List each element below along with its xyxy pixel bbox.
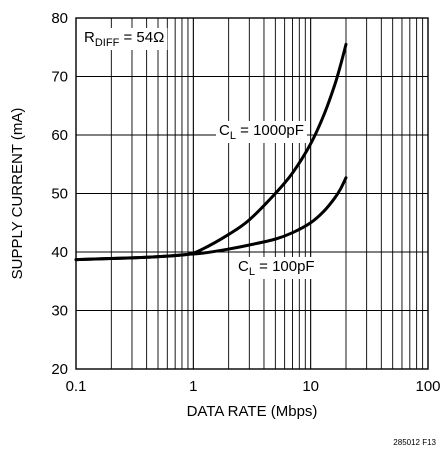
series-label-1000pF: CL = 1000pF — [219, 122, 304, 142]
y-tick-label: 80 — [51, 10, 68, 27]
condition-rest: = 54Ω — [119, 29, 164, 46]
series-label-1000pF-rest: = 1000pF — [236, 122, 304, 139]
y-tick-label: 60 — [51, 127, 68, 144]
tick-labels: 0.1 1 10 100 20 30 40 50 60 70 80 — [51, 10, 440, 395]
series-line-100pF — [74, 176, 348, 262]
grid-lines — [76, 18, 428, 369]
series-label-100pF-rest: = 100pF — [255, 258, 315, 275]
y-tick-label: 70 — [51, 69, 68, 86]
condition-main: R — [84, 29, 95, 46]
series-layer — [74, 42, 348, 262]
y-tick-label: 30 — [51, 303, 68, 320]
plot-frame — [75, 17, 429, 370]
series-label-100pF-main: C — [238, 258, 249, 275]
y-axis-title: SUPPLY CURRENT (mA) — [9, 108, 26, 280]
condition-label: RDIFF = 54Ω — [84, 29, 164, 49]
series-label-100pF-background — [235, 257, 318, 279]
y-tick-label: 50 — [51, 186, 68, 203]
series-label-100pF: CL = 100pF — [238, 258, 315, 278]
figure-id: 285012 F13 — [393, 438, 436, 447]
series-label-100pF-sub: L — [249, 266, 255, 278]
series-label-1000pF-sub: L — [230, 130, 236, 142]
condition-label-background — [81, 28, 168, 50]
y-tick-label: 40 — [51, 244, 68, 261]
series-label-1000pF-main: C — [219, 122, 230, 139]
x-tick-label: 0.1 — [66, 378, 87, 395]
x-tick-label: 1 — [189, 378, 197, 395]
x-tick-label: 100 — [415, 378, 440, 395]
x-tick-label: 10 — [302, 378, 319, 395]
series-label-1000pF-background — [216, 121, 307, 143]
y-tick-label: 20 — [51, 361, 68, 378]
x-axis-title: DATA RATE (Mbps) — [187, 403, 318, 420]
condition-sub: DIFF — [95, 37, 120, 49]
